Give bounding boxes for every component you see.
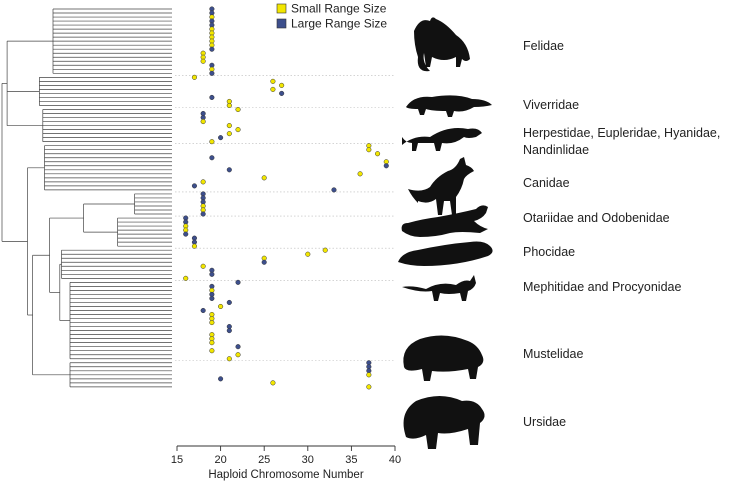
x-tick-label: 20 [214, 454, 226, 466]
data-point-small [235, 352, 241, 358]
raccoon-silhouette [402, 275, 476, 301]
animal-silhouettes [398, 17, 493, 449]
data-point-small [270, 380, 276, 386]
data-point-large [279, 90, 285, 96]
data-point-small [191, 243, 197, 249]
data-point-small [366, 372, 372, 378]
x-tick-label: 40 [389, 454, 401, 466]
data-point-small [209, 340, 215, 346]
family-label: Viverridae [523, 98, 579, 112]
family-label: Mustelidae [523, 347, 583, 361]
legend-label-large: Large Range Size [291, 17, 387, 31]
data-point-large [200, 307, 206, 314]
data-point-large [209, 155, 215, 161]
data-point-small [261, 175, 267, 181]
legend-label-small: Small Range Size [291, 2, 387, 16]
seal-silhouette [398, 241, 493, 266]
legend-swatch-small [276, 3, 287, 14]
family-labels: Felidae Viverridae Herpestidae, Eupleridae… [523, 39, 720, 429]
family-label: Herpestidae, Eupleridae, Hyanidae, [523, 126, 720, 140]
data-point-small [270, 78, 276, 84]
data-point-small [226, 123, 232, 129]
data-point-large [209, 70, 215, 76]
data-point-small [375, 151, 381, 157]
data-point-large [226, 167, 232, 173]
data-point-large [209, 295, 215, 301]
data-point-large [191, 183, 197, 189]
data-point-small [322, 247, 328, 253]
legend-swatch-large [276, 18, 287, 29]
family-label: Nandinlidae [523, 143, 589, 157]
data-point-small [305, 251, 311, 257]
data-point-small [270, 86, 276, 92]
phylogenetic-tree [1, 8, 172, 388]
data-point-large [218, 135, 224, 141]
data-point-small [200, 119, 206, 125]
data-point-small [209, 348, 215, 354]
data-point-small [235, 127, 241, 133]
family-label: Otariidae and Odobenidae [523, 211, 670, 225]
family-label: Ursidae [523, 415, 566, 429]
data-point-small [226, 356, 232, 362]
family-label: Phocidae [523, 245, 575, 259]
data-point-large [183, 231, 189, 237]
data-point-large [209, 271, 215, 277]
sea-lion-silhouette [401, 205, 488, 237]
data-point-small [200, 58, 206, 64]
family-label: Mephitidae and Procyonidae [523, 280, 681, 294]
data-point-large [209, 94, 215, 100]
data-point-large [261, 259, 267, 265]
data-point-large [383, 163, 389, 169]
data-point-small [183, 275, 189, 281]
x-tick-label: 30 [302, 454, 314, 466]
data-point-small [357, 171, 363, 177]
mongoose-silhouette [402, 128, 482, 151]
data-point-large [235, 279, 241, 285]
x-axis-title: Haploid Chromosome Number [208, 469, 363, 481]
data-point-small [226, 131, 232, 137]
x-axis: 15 20 25 30 35 40 Haploid Chromosome Number [171, 445, 401, 481]
data-point-small [279, 82, 285, 88]
data-point-small [366, 384, 372, 390]
data-point-large [226, 328, 232, 334]
family-label: Canidae [523, 176, 570, 190]
data-point-large [218, 376, 224, 382]
data-point-small [209, 139, 215, 145]
bear-silhouette [403, 396, 485, 449]
data-points [183, 6, 389, 390]
data-point-small [200, 263, 206, 269]
data-point-small [209, 320, 215, 326]
data-point-small [218, 303, 224, 310]
clade-separators [175, 75, 395, 362]
data-point-large [200, 211, 206, 217]
data-point-small [366, 147, 372, 153]
data-point-large [235, 344, 241, 350]
cat-silhouette [414, 17, 470, 72]
x-tick-label: 15 [171, 454, 183, 466]
data-point-small [226, 102, 232, 109]
x-tick-label: 35 [345, 454, 357, 466]
fox-silhouette [408, 157, 474, 215]
data-point-large [209, 46, 215, 52]
data-point-small [200, 179, 206, 185]
data-point-large [331, 187, 337, 193]
family-label: Felidae [523, 39, 564, 53]
civet-silhouette [406, 95, 492, 117]
data-point-small [235, 106, 241, 113]
data-point-large [226, 299, 232, 306]
badger-silhouette [403, 335, 484, 381]
x-tick-label: 25 [258, 454, 270, 466]
data-point-small [191, 74, 197, 80]
